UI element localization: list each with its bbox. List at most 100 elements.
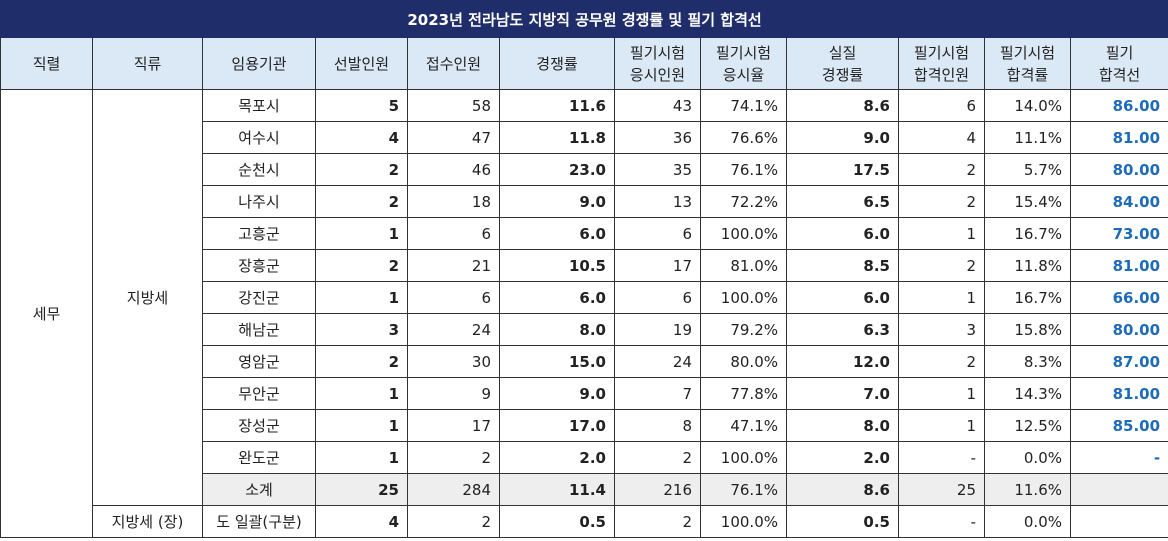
- applicants-cell: 58: [407, 89, 500, 122]
- takers-cell: 2: [614, 441, 701, 474]
- header-exam-rate-line1: 필기시험: [715, 43, 772, 62]
- exam-rate-cell: 47.1%: [700, 409, 787, 442]
- applicants-cell: 17: [407, 409, 500, 442]
- header-passed-line1: 필기시험: [913, 43, 970, 62]
- cutoff-cell: [1069, 505, 1168, 538]
- exam-rate-cell: 76.6%: [700, 121, 787, 154]
- header-exam-takers-line2: 응시인원: [629, 65, 686, 84]
- exam-rate-cell: 72.2%: [700, 185, 787, 218]
- applicants-cell: 46: [407, 153, 500, 186]
- ratio-cell: 17.0: [499, 409, 615, 442]
- pass-rate-cell: 11.8%: [984, 249, 1071, 282]
- cutoff-cell: 86.00: [1069, 89, 1168, 122]
- applicants-cell: 21: [407, 249, 500, 282]
- real-ratio-cell: 8.5: [786, 249, 899, 282]
- table-row: 강진군 1 6 6.0 6 100.0% 6.0 1 16.7% 66.00: [1, 281, 1168, 314]
- real-ratio-cell: 6.3: [786, 313, 899, 346]
- applicants-cell: 2: [407, 505, 500, 538]
- position-cell: 세무: [0, 89, 93, 538]
- real-ratio-cell: 0.5: [786, 505, 899, 538]
- applicants-cell: 47: [407, 121, 500, 154]
- exam-rate-cell: 81.0%: [700, 249, 787, 282]
- real-ratio-cell: 7.0: [786, 377, 899, 410]
- pass-rate-cell: 12.5%: [984, 409, 1071, 442]
- ratio-cell: 10.5: [499, 249, 615, 282]
- table-body: 세무 지방세 목포시 5 58 11.6 43 74.1% 8.6 6 14.0…: [0, 89, 1168, 538]
- ratio-cell: 11.6: [499, 89, 615, 122]
- quota-cell: 3: [315, 313, 408, 346]
- table-row: 나주시 2 18 9.0 13 72.2% 6.5 2 15.4% 84.00: [1, 185, 1168, 218]
- table-row: 해남군 3 24 8.0 19 79.2% 6.3 3 15.8% 80.00: [1, 313, 1168, 346]
- real-ratio-cell: 9.0: [786, 121, 899, 154]
- header-real-ratio-line2: 경쟁률: [821, 65, 864, 84]
- quota-cell: 2: [315, 249, 408, 282]
- takers-cell: 216: [614, 473, 701, 506]
- pass-rate-cell: 11.1%: [984, 121, 1071, 154]
- table-row: 고흥군 1 6 6.0 6 100.0% 6.0 1 16.7% 73.00: [1, 217, 1168, 250]
- header-passed-line2: 합격인원: [913, 65, 970, 84]
- quota-cell: 5: [315, 89, 408, 122]
- passed-cell: 2: [898, 185, 985, 218]
- ratio-cell: 9.0: [499, 377, 615, 410]
- passed-cell: 1: [898, 217, 985, 250]
- cutoff-cell: 81.00: [1069, 121, 1168, 154]
- agency-cell: 장흥군: [202, 249, 316, 282]
- agency-cell: 완도군: [202, 441, 316, 474]
- passed-cell: 1: [898, 281, 985, 314]
- quota-cell: 4: [315, 121, 408, 154]
- quota-cell: 25: [315, 473, 408, 506]
- applicants-cell: 24: [407, 313, 500, 346]
- passed-cell: 1: [898, 377, 985, 410]
- exam-rate-cell: 100.0%: [700, 441, 787, 474]
- quota-cell: 4: [315, 505, 408, 538]
- ratio-cell: 0.5: [499, 505, 615, 538]
- ratio-cell: 2.0: [499, 441, 615, 474]
- passed-cell: 2: [898, 153, 985, 186]
- ratio-cell: 8.0: [499, 313, 615, 346]
- real-ratio-cell: 8.0: [786, 409, 899, 442]
- takers-cell: 17: [614, 249, 701, 282]
- header-real-ratio-line1: 실질: [828, 43, 857, 62]
- real-ratio-cell: 12.0: [786, 345, 899, 378]
- table-row: 완도군 1 2 2.0 2 100.0% 2.0-0.0% -: [1, 441, 1168, 474]
- category-cell: 지방세 (장): [92, 505, 203, 538]
- applicants-cell: 9: [407, 377, 500, 410]
- applicants-cell: 6: [407, 217, 500, 250]
- pass-rate-cell: 14.3%: [984, 377, 1071, 410]
- table-row: 여수시 4 47 11.8 36 76.6% 9.0 4 11.1% 81.00: [1, 121, 1168, 154]
- pass-rate-cell: 11.6%: [984, 473, 1071, 506]
- pass-rate-cell: 0.0%: [984, 441, 1071, 474]
- table-row: 지방세 (장) 도 일괄(구분) 4 2 0.5 2 100.0% 0.5-0.0%: [1, 505, 1168, 538]
- cutoff-cell: 66.00: [1069, 281, 1168, 314]
- agency-cell: 여수시: [202, 121, 316, 154]
- passed-cell: 2: [898, 249, 985, 282]
- exam-rate-cell: 74.1%: [700, 89, 787, 122]
- applicants-cell: 2: [407, 441, 500, 474]
- agency-cell: 장성군: [202, 409, 316, 442]
- takers-cell: 8: [614, 409, 701, 442]
- ratio-cell: 15.0: [499, 345, 615, 378]
- takers-cell: 7: [614, 377, 701, 410]
- cutoff-cell: [1069, 473, 1168, 506]
- passed-cell: -: [898, 441, 985, 474]
- pass-rate-cell: 15.8%: [984, 313, 1071, 346]
- cutoff-cell: 80.00: [1069, 313, 1168, 346]
- real-ratio-cell: 6.0: [786, 217, 899, 250]
- takers-cell: 2: [614, 505, 701, 538]
- header-cutoff-line1: 필기: [1105, 43, 1134, 62]
- applicants-cell: 6: [407, 281, 500, 314]
- passed-cell: -: [898, 505, 985, 538]
- agency-cell: 해남군: [202, 313, 316, 346]
- header-ratio: 경쟁률: [499, 37, 615, 90]
- agency-cell: 순천시: [202, 153, 316, 186]
- cutoff-cell: 81.00: [1069, 377, 1168, 410]
- real-ratio-cell: 6.5: [786, 185, 899, 218]
- pass-rate-cell: 0.0%: [984, 505, 1071, 538]
- ratio-cell: 6.0: [499, 281, 615, 314]
- pass-rate-cell: 15.4%: [984, 185, 1071, 218]
- ratio-cell: 23.0: [499, 153, 615, 186]
- quota-cell: 1: [315, 377, 408, 410]
- agency-cell: 영암군: [202, 345, 316, 378]
